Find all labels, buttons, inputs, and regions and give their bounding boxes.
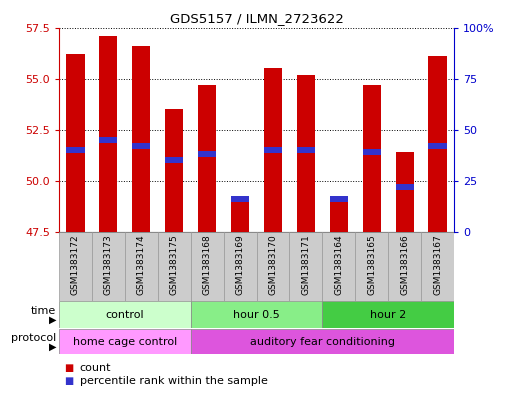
- Bar: [66, 54, 85, 232]
- Text: GSM1383168: GSM1383168: [203, 234, 212, 295]
- Text: ■: ■: [64, 376, 73, 386]
- Bar: [191, 232, 224, 301]
- Bar: [322, 232, 355, 301]
- Bar: [231, 196, 249, 202]
- Text: GSM1383173: GSM1383173: [104, 234, 113, 295]
- Text: GSM1383170: GSM1383170: [268, 234, 278, 295]
- Text: ■: ■: [64, 363, 73, 373]
- Text: control: control: [106, 310, 144, 320]
- Bar: [330, 196, 348, 202]
- Bar: [100, 36, 117, 232]
- Bar: [165, 158, 183, 163]
- Bar: [396, 184, 413, 190]
- Bar: [363, 149, 381, 155]
- Bar: [388, 232, 421, 301]
- Bar: [59, 232, 92, 301]
- Bar: [191, 329, 454, 354]
- Bar: [165, 109, 183, 232]
- Text: auditory fear conditioning: auditory fear conditioning: [250, 337, 395, 347]
- Text: GSM1383169: GSM1383169: [235, 234, 245, 295]
- Text: GSM1383175: GSM1383175: [170, 234, 179, 295]
- Text: protocol: protocol: [11, 333, 56, 343]
- Bar: [428, 143, 447, 149]
- Text: GSM1383165: GSM1383165: [367, 234, 376, 295]
- Bar: [421, 232, 454, 301]
- Bar: [264, 68, 282, 232]
- Text: GSM1383174: GSM1383174: [137, 234, 146, 295]
- Bar: [198, 151, 216, 157]
- Bar: [330, 197, 348, 232]
- Bar: [289, 232, 322, 301]
- Bar: [256, 232, 289, 301]
- Bar: [132, 143, 150, 149]
- Bar: [428, 56, 447, 232]
- Text: GSM1383167: GSM1383167: [433, 234, 442, 295]
- Bar: [231, 197, 249, 232]
- Bar: [59, 329, 191, 354]
- Text: GSM1383171: GSM1383171: [301, 234, 310, 295]
- Bar: [158, 232, 191, 301]
- Bar: [396, 152, 413, 232]
- Text: GSM1383164: GSM1383164: [334, 234, 343, 295]
- Text: time: time: [31, 306, 56, 316]
- Text: ▶: ▶: [49, 315, 56, 325]
- Bar: [132, 46, 150, 232]
- Text: count: count: [80, 363, 111, 373]
- Bar: [92, 232, 125, 301]
- Bar: [363, 85, 381, 232]
- Bar: [59, 301, 191, 328]
- Bar: [297, 147, 315, 153]
- Bar: [125, 232, 158, 301]
- Text: percentile rank within the sample: percentile rank within the sample: [80, 376, 267, 386]
- Bar: [100, 137, 117, 143]
- Bar: [191, 301, 322, 328]
- Bar: [264, 147, 282, 153]
- Text: GSM1383172: GSM1383172: [71, 234, 80, 295]
- Bar: [66, 147, 85, 153]
- Bar: [355, 232, 388, 301]
- Text: hour 2: hour 2: [370, 310, 406, 320]
- Text: ▶: ▶: [49, 342, 56, 352]
- Bar: [224, 232, 256, 301]
- Bar: [198, 85, 216, 232]
- Text: home cage control: home cage control: [73, 337, 177, 347]
- Title: GDS5157 / ILMN_2723622: GDS5157 / ILMN_2723622: [170, 12, 343, 25]
- Bar: [297, 75, 315, 232]
- Text: hour 0.5: hour 0.5: [233, 310, 280, 320]
- Text: GSM1383166: GSM1383166: [400, 234, 409, 295]
- Bar: [322, 301, 454, 328]
